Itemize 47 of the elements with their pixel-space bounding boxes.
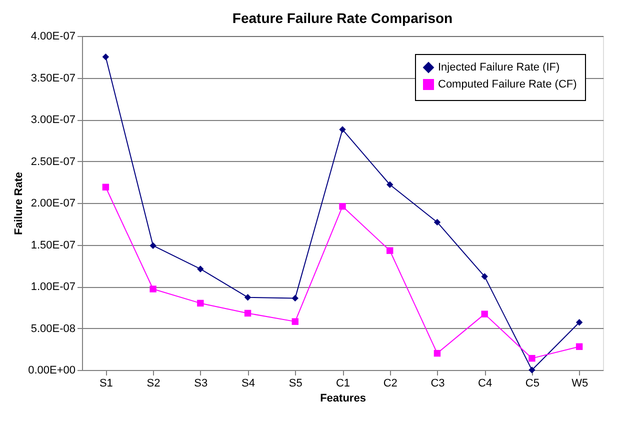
x-tick-label: W5 <box>572 378 588 390</box>
legend-label: Injected Failure Rate (IF) <box>438 62 560 74</box>
x-tick-label: S3 <box>194 378 208 390</box>
y-tick-label: 1.50E-07 <box>30 239 76 252</box>
point <box>197 300 204 307</box>
y-tick-label: 3.00E-07 <box>30 114 76 126</box>
x-tick-label: C2 <box>383 378 398 390</box>
point <box>528 354 536 362</box>
x-tick-label: S1 <box>99 378 113 390</box>
y-tick-label: 5.00E-08 <box>30 322 76 335</box>
point <box>434 350 441 357</box>
point <box>339 202 346 210</box>
chart-title: Feature Failure Rate Comparison <box>232 10 453 26</box>
point <box>150 242 156 249</box>
point <box>386 181 394 188</box>
y-tick-label: 4.00E-07 <box>30 30 76 42</box>
y-tick-label: 2.50E-07 <box>30 156 76 168</box>
point <box>386 247 394 254</box>
point <box>244 294 252 301</box>
point <box>102 54 110 60</box>
point <box>481 273 488 280</box>
point <box>434 218 441 226</box>
point <box>576 319 583 326</box>
y-tick-label: 2.00E-07 <box>30 198 76 210</box>
x-tick-label: S4 <box>242 378 256 390</box>
point <box>528 366 536 374</box>
legend-label: Computed Failure Rate (CF) <box>438 78 577 90</box>
x-tick-label: C4 <box>478 378 492 390</box>
point <box>150 286 156 292</box>
point <box>576 343 583 350</box>
x-axis-title: Features <box>320 392 366 404</box>
x-tick-label: C1 <box>336 378 350 390</box>
y-axis-title: Failure Rate <box>13 172 26 235</box>
x-tick-label: S5 <box>288 378 302 390</box>
point <box>292 294 298 302</box>
point <box>339 126 346 133</box>
x-tick-label: C5 <box>525 378 540 390</box>
point <box>244 310 252 317</box>
y-tick-label: 0.00E+00 <box>28 364 76 376</box>
y-tick-label: 1.00E-07 <box>30 281 76 293</box>
point <box>197 266 204 272</box>
y-tick-label: 3.50E-07 <box>30 72 76 84</box>
x-tick-label: C3 <box>430 378 445 390</box>
x-tick-label: S2 <box>146 378 160 390</box>
point <box>102 184 110 190</box>
point <box>292 318 298 325</box>
point <box>481 310 488 318</box>
